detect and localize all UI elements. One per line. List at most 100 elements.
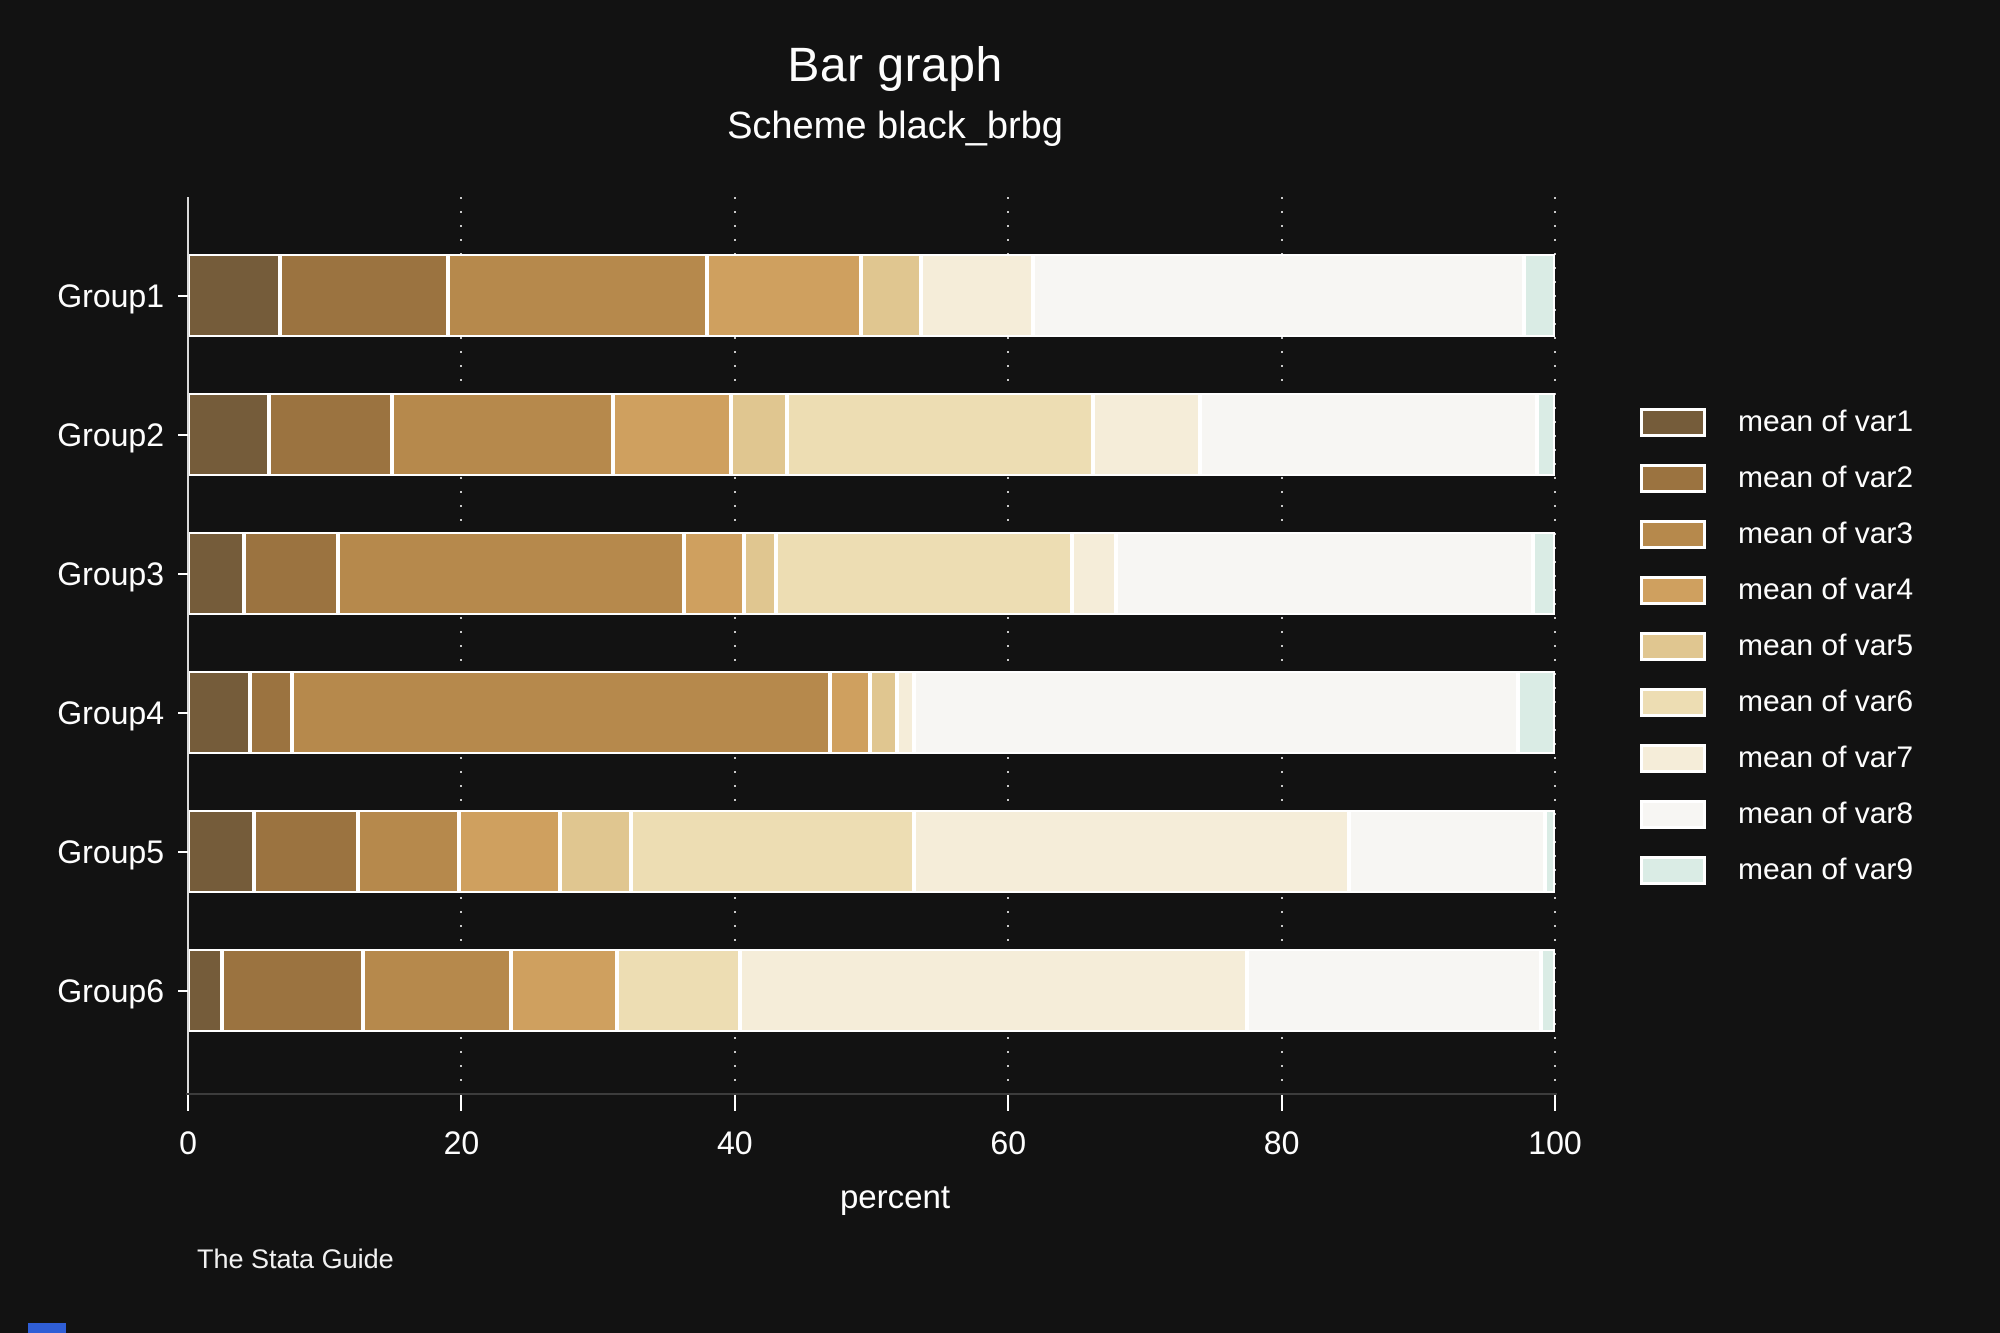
legend-label: mean of var8: [1738, 797, 1914, 830]
legend-entry: mean of var6: [1640, 674, 1913, 730]
chart-subtitle: Scheme black_brbg: [727, 105, 1063, 147]
bar-segment: [870, 671, 898, 754]
legend-label: mean of var9: [1738, 853, 1914, 886]
gridline-100: [1554, 197, 1556, 1093]
legend-swatch: [1640, 407, 1706, 437]
legend-entry: mean of var9: [1640, 842, 1913, 898]
x-tick-60: [1007, 1095, 1010, 1111]
bar-segment: [920, 254, 1033, 337]
x-axis-line: [186, 1093, 1557, 1095]
bar-segment: [786, 393, 1093, 476]
legend-swatch: [1640, 463, 1706, 493]
bar-segment: [684, 532, 745, 615]
bar-segment: [630, 810, 914, 893]
bar-segment: [338, 532, 685, 615]
bar-segment: [1541, 949, 1555, 1032]
bar-segment: [617, 949, 741, 1032]
bar-segment: [279, 254, 448, 337]
legend-label: mean of var2: [1738, 461, 1914, 494]
bar-segment: [613, 393, 731, 476]
x-tick-label-20: 20: [443, 1125, 480, 1161]
plot-area: 0 20 40 60 80 100: [178, 197, 1582, 1161]
bar-row-group3: [188, 532, 1555, 615]
bar-segment: [775, 532, 1073, 615]
legend-label: mean of var6: [1738, 685, 1914, 718]
x-tick-80: [1280, 1095, 1283, 1111]
bar-segment: [740, 949, 1248, 1032]
gridline-60: [1007, 197, 1010, 1093]
bar-segment: [559, 810, 631, 893]
category-label-group5: Group5: [57, 833, 164, 870]
x-axis-title: percent: [839, 1178, 951, 1215]
legend-swatch: [1640, 855, 1706, 885]
y-tick-group2: [178, 433, 188, 436]
bar-segment: [357, 810, 459, 893]
y-tick-group6: [178, 989, 188, 992]
bar-segment: [447, 254, 708, 337]
gridline-80: [1280, 197, 1283, 1093]
bar-row-group1: [188, 254, 1555, 337]
legend-label: mean of var1: [1738, 405, 1914, 438]
bar-segment: [707, 254, 861, 337]
legend-swatch: [1640, 519, 1706, 549]
bar-segment: [291, 671, 831, 754]
legend-label: mean of var3: [1738, 517, 1914, 550]
bar-segment: [730, 393, 787, 476]
bar-segment: [913, 671, 1519, 754]
legend-entry: mean of var7: [1640, 730, 1913, 786]
bar-segment: [1545, 810, 1555, 893]
legend-swatch: [1640, 631, 1706, 661]
bar-segment: [1533, 532, 1555, 615]
legend-entry: mean of var8: [1640, 786, 1913, 842]
bar-segment: [222, 949, 363, 1032]
bar-segment: [249, 671, 292, 754]
bar-segment: [188, 949, 223, 1032]
x-tick-label-60: 60: [990, 1125, 1026, 1161]
bar-segment: [458, 810, 560, 893]
bar-segment: [188, 254, 280, 337]
y-tick-group5: [178, 850, 188, 853]
bar-segment: [1523, 254, 1555, 337]
category-label-group3: Group3: [57, 555, 164, 592]
y-axis-line: [187, 197, 189, 1093]
bar-row-group2: [188, 393, 1555, 476]
bar-segment: [1348, 810, 1546, 893]
bar-segment: [897, 671, 914, 754]
y-tick-group1: [178, 294, 188, 297]
legend-entry: mean of var2: [1640, 450, 1913, 506]
gridline-40: [733, 197, 736, 1093]
category-label-group6: Group6: [57, 972, 164, 1009]
bar-segment: [830, 671, 871, 754]
bar-row-group6: [188, 949, 1555, 1032]
legend: mean of var1 mean of var2 mean of var3 mean…: [1640, 394, 1913, 898]
bar-segment: [860, 254, 921, 337]
x-tick-0: [187, 1095, 189, 1111]
legend-swatch: [1640, 575, 1706, 605]
bar-segment: [268, 393, 392, 476]
bar-segment: [510, 949, 618, 1032]
legend-swatch: [1640, 743, 1706, 773]
bar-segment: [1092, 393, 1200, 476]
legend-entry: mean of var1: [1640, 394, 1913, 450]
x-tick-label-80: 80: [1263, 1125, 1300, 1161]
bar-segment: [1247, 949, 1542, 1032]
x-tick-40: [733, 1095, 736, 1111]
bar-segment: [1116, 532, 1534, 615]
chart-title: Bar graph: [787, 39, 1003, 92]
bar-row-group5: [188, 810, 1555, 893]
gridline-20: [460, 197, 463, 1093]
bar-segment: [188, 810, 254, 893]
category-label-group1: Group1: [57, 277, 164, 314]
legend-entry: mean of var4: [1640, 562, 1913, 618]
legend-label: mean of var7: [1738, 741, 1914, 774]
bar-segment: [188, 393, 269, 476]
bar-segment: [244, 532, 339, 615]
legend-label: mean of var5: [1738, 629, 1914, 662]
bar-segment: [1518, 671, 1555, 754]
bar-segment: [391, 393, 614, 476]
bar-segment: [253, 810, 358, 893]
bar-segment: [188, 532, 245, 615]
bar-segment: [913, 810, 1349, 893]
x-tick-label-40: 40: [717, 1125, 753, 1161]
